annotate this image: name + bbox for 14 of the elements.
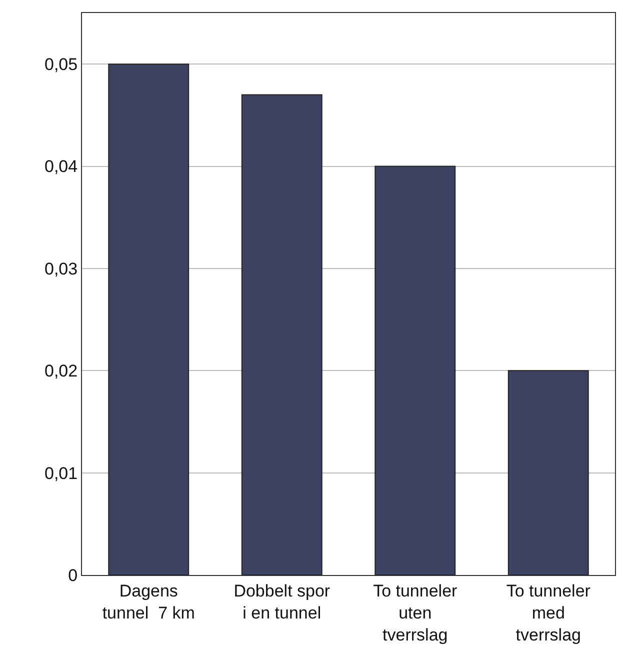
y-tick-label: 0,04	[44, 157, 78, 176]
bar	[241, 94, 322, 575]
y-tick-label: 0,02	[44, 362, 78, 381]
y-tick-label: 0,03	[44, 259, 78, 278]
x-tick-label: To tunneler med tverrslag	[506, 581, 591, 645]
bar	[508, 370, 589, 575]
bar	[374, 166, 456, 575]
y-tick-label: 0	[68, 566, 78, 585]
x-tick-label: Dobbelt spor i en tunnel	[234, 581, 330, 622]
y-tick-label: 0,05	[44, 55, 78, 74]
x-tick-label: Dagens tunnel 7 km	[102, 581, 195, 622]
x-tick-label: To tunneler uten tverrslag	[373, 581, 458, 645]
y-tick-label: 0,01	[44, 464, 78, 483]
bar	[108, 64, 190, 575]
